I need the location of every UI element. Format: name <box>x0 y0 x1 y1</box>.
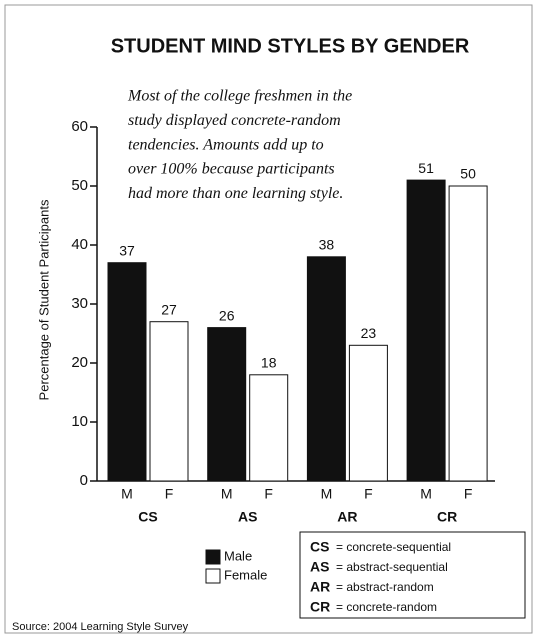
value-label: 50 <box>460 166 476 182</box>
key-abbr: CS <box>310 539 329 555</box>
value-label: 23 <box>361 325 377 341</box>
series-short-label: F <box>165 486 174 502</box>
x-tick-label: AS <box>238 509 257 525</box>
legend-swatch <box>205 568 221 584</box>
y-tick-label: 60 <box>71 118 88 135</box>
x-tick-label: CS <box>138 509 157 525</box>
value-label: 18 <box>261 355 277 371</box>
series-short-label: M <box>121 486 133 502</box>
key-box <box>299 531 526 619</box>
annotation-line: study displayed concrete-random <box>128 112 341 129</box>
y-tick-label: 40 <box>71 236 88 253</box>
series-short-label: F <box>364 486 373 502</box>
legend-swatch <box>205 549 221 565</box>
bar <box>207 327 247 482</box>
key-definition: = abstract-random <box>336 580 434 594</box>
series-short-label: F <box>264 486 273 502</box>
annotation-line: Most of the college freshmen in the <box>127 88 352 105</box>
annotation-line: tendencies. Amounts add up to <box>128 136 324 153</box>
key-abbr: AR <box>310 579 330 595</box>
key-abbr: AS <box>310 559 329 575</box>
bar <box>107 262 147 482</box>
value-label: 38 <box>319 237 335 253</box>
y-axis-label: Percentage of Student Participants <box>36 199 51 400</box>
bar <box>249 374 289 482</box>
y-tick-label: 50 <box>71 177 88 194</box>
value-label: 37 <box>119 242 135 258</box>
key-definition: = concrete-random <box>336 600 437 614</box>
series-short-label: M <box>420 486 432 502</box>
key-definition: = concrete-sequential <box>336 540 451 554</box>
annotation-line: had more than one learning style. <box>128 185 343 202</box>
x-tick-label: CR <box>437 509 457 525</box>
bar <box>348 344 388 482</box>
key-definition: = abstract-sequential <box>336 560 448 574</box>
bar <box>149 321 189 482</box>
chart-title: STUDENT MIND STYLES BY GENDER <box>111 35 470 57</box>
value-label: 27 <box>161 301 177 317</box>
bar <box>306 256 346 482</box>
legend-label: Male <box>224 548 252 563</box>
series-short-label: M <box>321 486 333 502</box>
key-abbr: CR <box>310 599 330 615</box>
y-tick-label: 30 <box>71 295 88 312</box>
annotation-line: over 100% because participants <box>128 161 335 178</box>
y-tick-label: 0 <box>80 472 88 489</box>
x-tick-label: AR <box>337 509 357 525</box>
value-label: 51 <box>418 160 434 176</box>
bar <box>406 179 446 482</box>
value-label: 26 <box>219 307 235 323</box>
y-tick-label: 10 <box>71 413 88 430</box>
series-short-label: F <box>464 486 473 502</box>
legend-label: Female <box>224 567 267 582</box>
series-short-label: M <box>221 486 233 502</box>
bar <box>448 185 488 482</box>
y-tick-label: 20 <box>71 354 88 371</box>
source: Source: 2004 Learning Style Survey <box>12 621 189 633</box>
